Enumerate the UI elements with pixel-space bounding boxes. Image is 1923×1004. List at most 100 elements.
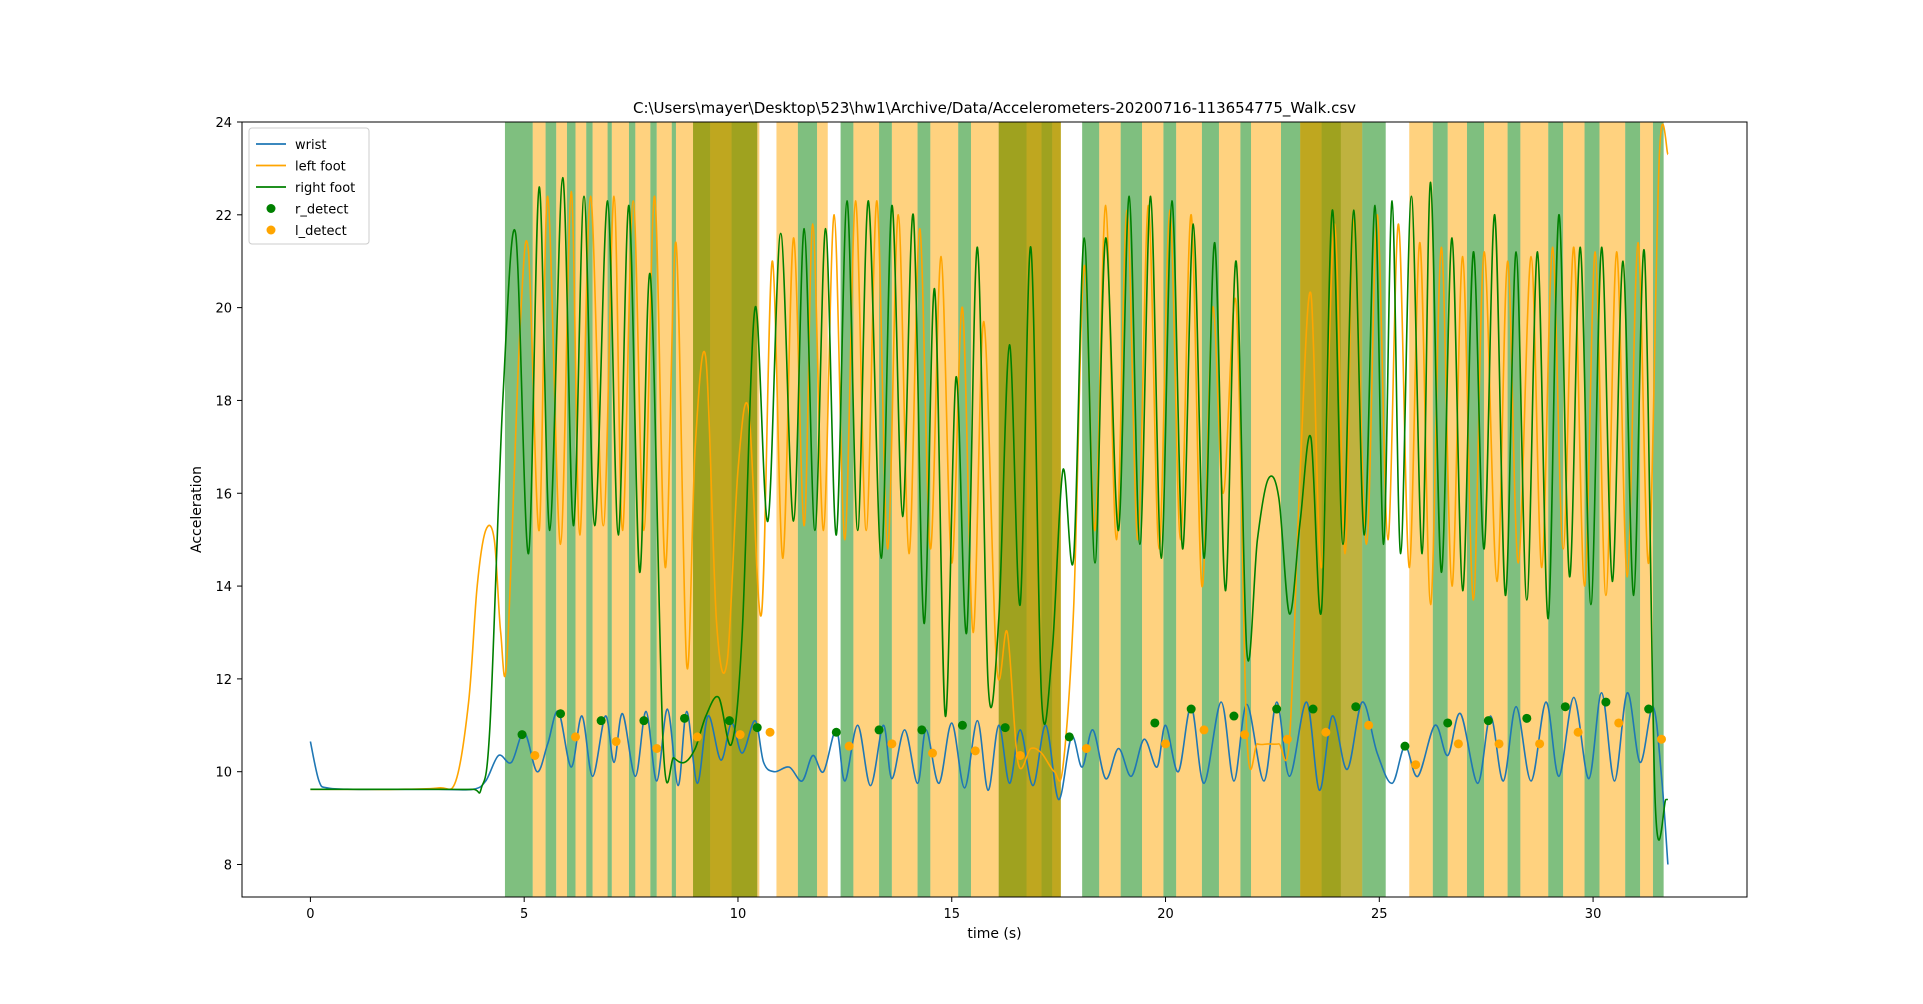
l_detect-marker <box>1614 718 1624 728</box>
right-step-band <box>1280 122 1301 897</box>
l_detect-marker <box>735 730 745 740</box>
right-step-band <box>586 122 593 897</box>
series-line-layer <box>309 123 1669 865</box>
left-step-band <box>532 122 546 897</box>
x-tick-label: 0 <box>306 907 314 922</box>
series-line-right-foot <box>310 176 1668 841</box>
r_detect-marker <box>680 713 690 723</box>
r_detect-marker <box>831 727 841 737</box>
r_detect-marker <box>1560 702 1570 712</box>
y-tick-label: 10 <box>215 766 232 781</box>
l_detect-marker <box>844 741 854 751</box>
r_detect-marker <box>1186 704 1196 714</box>
l_detect-marker <box>692 732 702 742</box>
r_detect-marker <box>1644 704 1654 714</box>
right-step-band <box>1201 122 1219 897</box>
r_detect-marker <box>639 716 649 726</box>
detection-marker-layer <box>517 697 1666 770</box>
y-axis-label: Acceleration <box>189 466 205 553</box>
step-band-layer <box>504 122 1664 897</box>
legend-swatch <box>266 225 276 235</box>
l_detect-marker <box>1573 727 1583 737</box>
right-step-band <box>650 122 657 897</box>
legend-box <box>248 127 370 245</box>
right-step-band <box>1082 122 1100 897</box>
r_detect-marker <box>1601 697 1611 707</box>
r_detect-marker <box>1522 713 1532 723</box>
right-step-band <box>504 122 533 897</box>
l_detect-marker <box>1321 727 1331 737</box>
left-step-band <box>1218 122 1241 897</box>
right-step-band <box>1652 122 1664 897</box>
l_detect-marker <box>887 739 897 749</box>
l_detect-marker <box>1453 739 1463 749</box>
y-tick-label: 8 <box>224 859 232 874</box>
left-step-band <box>1447 122 1467 897</box>
left-step-band <box>970 122 999 897</box>
left-step-band <box>1251 122 1281 897</box>
x-tick-label: 20 <box>1157 907 1174 922</box>
l_detect-marker <box>1081 743 1091 753</box>
r_detect-marker <box>1483 716 1493 726</box>
y-tick-label: 12 <box>215 673 232 688</box>
left-step-band <box>757 122 760 897</box>
x-tick-label: 5 <box>520 907 528 922</box>
l_detect-marker <box>970 746 980 756</box>
l_detect-marker <box>1199 725 1209 735</box>
r_detect-marker <box>752 723 762 733</box>
r_detect-marker <box>556 709 566 719</box>
left-step-band <box>930 122 959 897</box>
left-step-band <box>1484 122 1508 897</box>
y-tick-label: 18 <box>215 394 232 409</box>
right-step-band <box>1548 122 1564 897</box>
r_detect-marker <box>1400 741 1410 751</box>
y-tick-label: 20 <box>215 302 232 317</box>
l_detect-marker <box>1535 739 1545 749</box>
left-step-band <box>891 122 918 897</box>
left-step-band <box>1563 122 1585 897</box>
r_detect-marker <box>1308 704 1318 714</box>
l_detect-marker <box>1494 739 1504 749</box>
l_detect-marker <box>928 748 938 758</box>
right-step-band <box>1625 122 1641 897</box>
l_detect-marker <box>570 732 580 742</box>
l_detect-marker <box>652 743 662 753</box>
left-step-band <box>1099 122 1121 897</box>
overlap-band-left <box>693 122 758 897</box>
left-step-band <box>1142 122 1164 897</box>
y-tick-label: 24 <box>215 116 232 131</box>
x-tick-label: 30 <box>1585 907 1602 922</box>
legend-label: wrist <box>295 138 326 153</box>
legend-label: right foot <box>295 181 355 196</box>
r_detect-marker <box>596 716 606 726</box>
right-step-band <box>917 122 931 897</box>
r_detect-marker <box>917 725 927 735</box>
right-step-band <box>1362 122 1386 897</box>
l_detect-marker <box>1240 730 1250 740</box>
series-line-left-foot <box>310 123 1669 791</box>
plot-frame <box>241 121 1748 898</box>
right-step-band <box>1120 122 1143 897</box>
right-step-band <box>566 122 576 897</box>
l_detect-marker <box>1656 734 1666 744</box>
left-step-band <box>1599 122 1626 897</box>
l_detect-marker <box>1411 760 1421 770</box>
y-tick-label: 16 <box>215 487 232 502</box>
l_detect-marker <box>765 727 775 737</box>
l_detect-marker <box>530 750 540 760</box>
l_detect-marker <box>1161 739 1171 749</box>
x-axis-label: time (s) <box>967 926 1021 942</box>
r_detect-marker <box>1229 711 1239 721</box>
x-tick-label: 25 <box>1371 907 1388 922</box>
legend-swatch <box>266 204 276 213</box>
y-tick-label: 14 <box>215 580 232 595</box>
left-step-band <box>776 122 798 897</box>
chart-legend: wrist left foot right foot r_detect l_detect <box>248 127 370 245</box>
l_detect-marker <box>1364 720 1374 730</box>
r_detect-marker <box>1150 718 1160 728</box>
right-step-band <box>1584 122 1600 897</box>
right-step-band <box>671 122 676 897</box>
r_detect-marker <box>1000 723 1010 733</box>
right-step-band <box>797 122 818 897</box>
r_detect-marker <box>724 716 734 726</box>
